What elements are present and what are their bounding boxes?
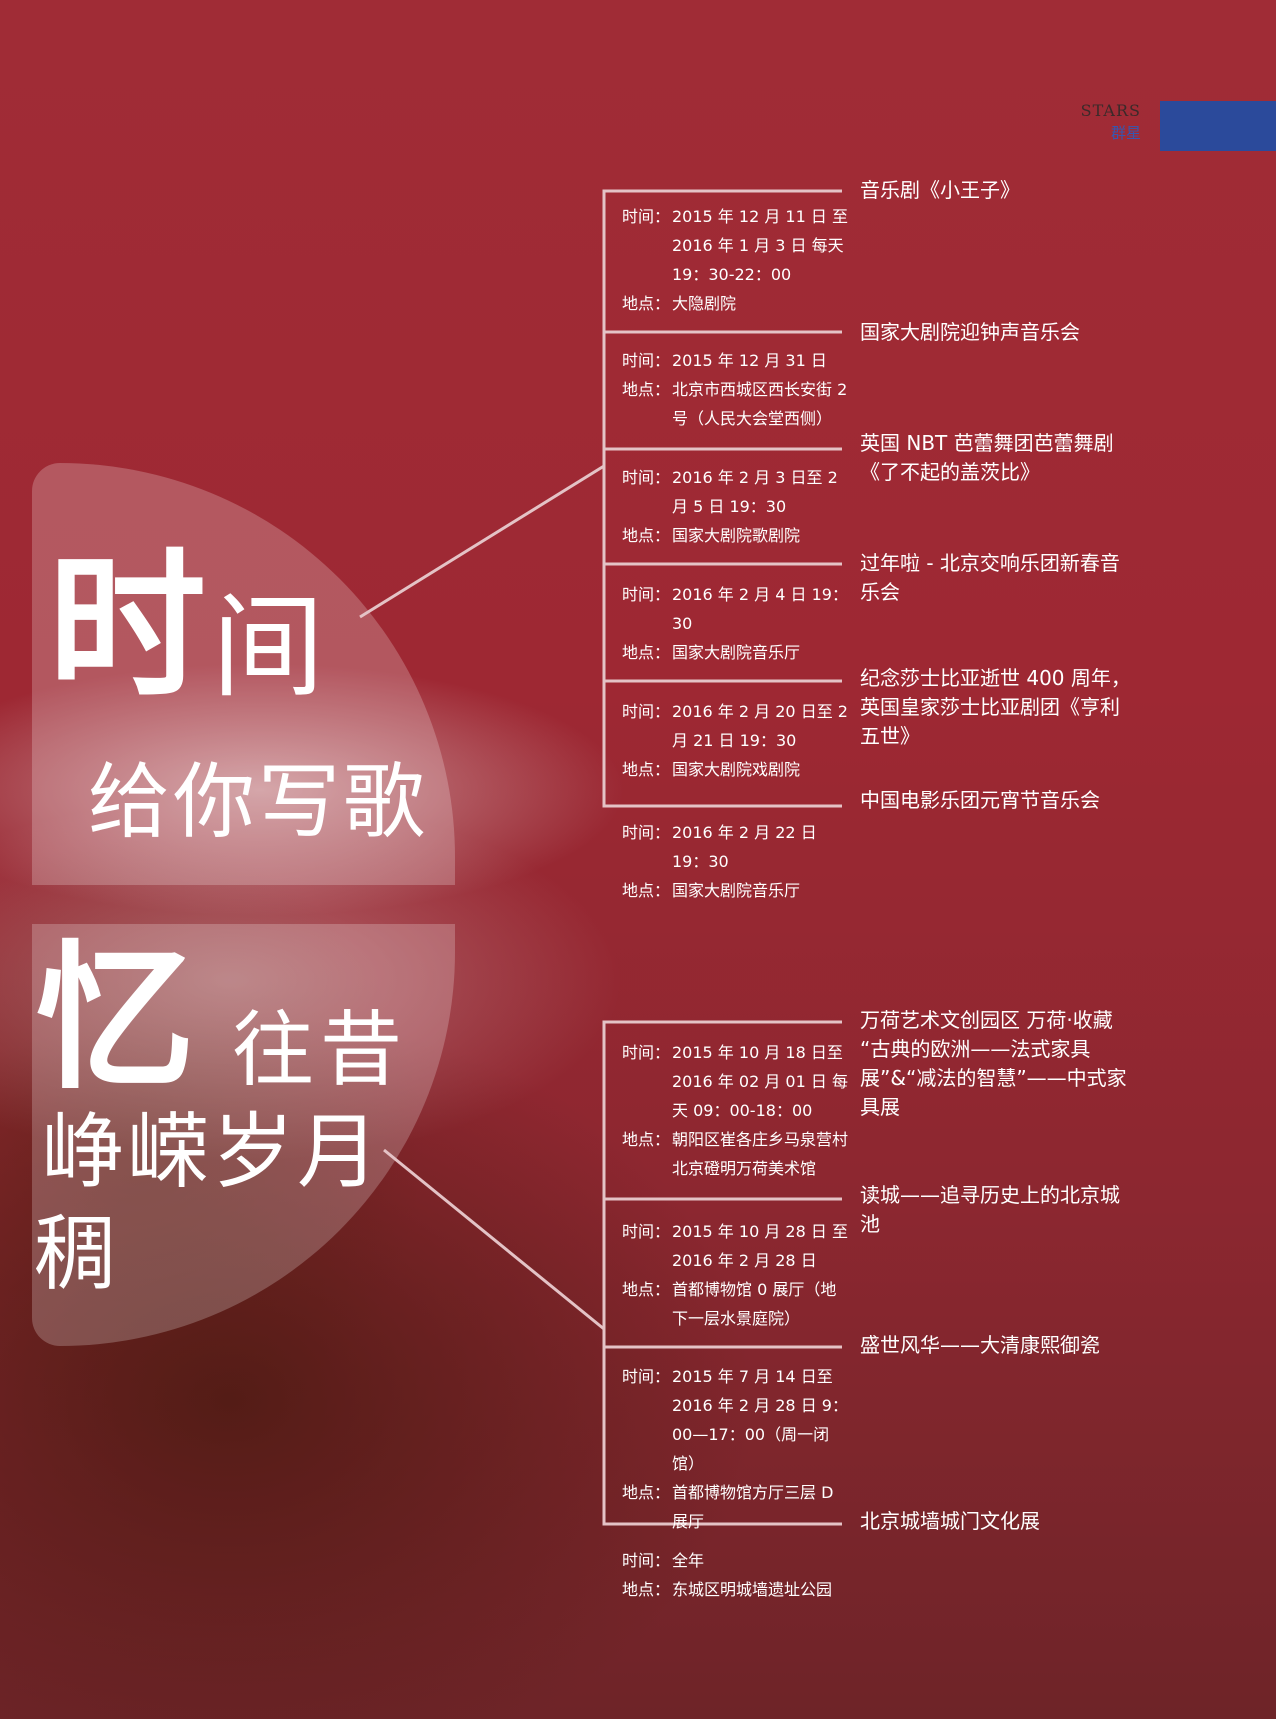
place-label: 地点： xyxy=(622,380,671,399)
event-detail: 时间： 2016 年 2 月 4 日 19：30 地点： 国家大剧院音乐厅 xyxy=(622,580,852,667)
event-time: 全年 xyxy=(672,1551,705,1570)
hero-bottom-char-med: 往昔 xyxy=(232,1003,409,1098)
time-label: 时间： xyxy=(622,1222,671,1241)
event-detail: 时间： 2015 年 10 月 28 日 至 2016 年 2 月 28 日 地点… xyxy=(622,1217,852,1333)
place-label: 地点： xyxy=(622,760,671,779)
place-label: 地点： xyxy=(622,1580,671,1599)
event-place: 大隐剧院 xyxy=(672,294,737,313)
place-label: 地点： xyxy=(622,1130,671,1149)
time-label: 时间： xyxy=(622,823,671,842)
place-label: 地点： xyxy=(622,643,671,662)
accent-bar xyxy=(1160,101,1276,151)
section-tag-en: STARS xyxy=(1080,101,1141,120)
event-place: 国家大剧院音乐厅 xyxy=(672,643,801,662)
time-label: 时间： xyxy=(622,1551,671,1570)
hero-top-char-med: 间 xyxy=(212,583,324,713)
place-label: 地点： xyxy=(622,294,671,313)
event-title: 盛世风华——大清康熙御瓷 xyxy=(860,1333,1100,1357)
event-time: 2015 年 12 月 11 日 至 2016 年 1 月 3 日 每天 19：… xyxy=(672,207,848,284)
event-time: 2015 年 10 月 28 日 至 2016 年 2 月 28 日 xyxy=(672,1222,848,1270)
event-title: 纪念莎士比亚逝世 400 周年，英国皇家莎士比亚剧团《亨利五世》 xyxy=(860,666,1131,748)
event-detail: 时间： 2015 年 7 月 14 日至 2016 年 2 月 28 日 9：00… xyxy=(622,1362,852,1536)
hero-top-char-big: 时 xyxy=(48,534,206,719)
event-title: 音乐剧《小王子》 xyxy=(860,178,1020,202)
bracket-top xyxy=(602,189,842,808)
event-title: 读城——追寻历史上的北京城池 xyxy=(860,1183,1120,1236)
event-place: 国家大剧院音乐厅 xyxy=(672,881,801,900)
bracket-bottom xyxy=(602,1020,842,1526)
hero-top-subtitle: 给你写歌 xyxy=(88,755,429,850)
event-detail: 时间： 2016 年 2 月 3 日至 2 月 5 日 19：30 地点： 国家大剧… xyxy=(622,463,852,550)
event-title: 北京城墙城门文化展 xyxy=(860,1509,1040,1533)
time-label: 时间： xyxy=(622,585,671,604)
event-title: 万荷艺术文创园区 万荷·收藏 “古典的欧洲——法式家具展”&“减法的智慧”——中… xyxy=(860,1008,1127,1119)
event-place: 东城区明城墙遗址公园 xyxy=(672,1580,833,1599)
event-detail: 时间： 2015 年 10 月 18 日至 2016 年 02 月 01 日 每天… xyxy=(622,1038,852,1183)
place-label: 地点： xyxy=(622,881,671,900)
section-tag-cn: 群星 xyxy=(1110,124,1141,142)
event-title: 中国电影乐团元宵节音乐会 xyxy=(860,788,1100,812)
time-label: 时间： xyxy=(622,351,671,370)
event-detail: 时间： 2015 年 12 月 11 日 至 2016 年 1 月 3 日 每天 … xyxy=(622,202,852,318)
connector-line-top xyxy=(359,464,605,619)
event-time: 2016 年 2 月 4 日 19：30 xyxy=(672,585,848,633)
time-label: 时间： xyxy=(622,1367,671,1386)
event-detail: 时间： 2016 年 2 月 20 日至 2 月 21 日 19：30 地点： 国家… xyxy=(622,697,852,784)
event-time: 2015 年 10 月 18 日至 2016 年 02 月 01 日 每天 09… xyxy=(672,1043,848,1120)
place-label: 地点： xyxy=(622,526,671,545)
event-place: 朝阳区崔各庄乡马泉营村北京磴明万荷美术馆 xyxy=(672,1130,849,1178)
time-label: 时间： xyxy=(622,468,671,487)
event-time: 2016 年 2 月 3 日至 2 月 5 日 19：30 xyxy=(672,468,838,516)
section-tag: STARS 群星 xyxy=(1081,100,1141,144)
event-place: 首都博物馆方厅三层 D 展厅 xyxy=(672,1483,834,1531)
event-time: 2016 年 2 月 22 日 19：30 xyxy=(672,823,817,871)
event-detail: 时间： 全年 地点： 东城区明城墙遗址公园 xyxy=(622,1546,852,1604)
connector-line-bottom xyxy=(383,1148,605,1331)
place-label: 地点： xyxy=(622,1483,671,1502)
event-time: 2015 年 7 月 14 日至 2016 年 2 月 28 日 9：00—17… xyxy=(672,1367,848,1473)
event-place: 国家大剧院歌剧院 xyxy=(672,526,801,545)
time-label: 时间： xyxy=(622,1043,671,1062)
event-place: 北京市西城区西长安街 2 号（人民大会堂西侧） xyxy=(672,380,848,428)
event-place: 国家大剧院戏剧院 xyxy=(672,760,801,779)
event-time: 2016 年 2 月 20 日至 2 月 21 日 19：30 xyxy=(672,702,848,750)
hero-bottom-line2: 峥嵘岁月 xyxy=(42,1105,383,1200)
hero-bottom-char-big: 忆 xyxy=(36,926,194,1111)
event-title: 英国 NBT 芭蕾舞团芭蕾舞剧《了不起的盖茨比》 xyxy=(860,431,1114,484)
event-title: 国家大剧院迎钟声音乐会 xyxy=(860,320,1080,344)
time-label: 时间： xyxy=(622,702,671,721)
event-detail: 时间： 2015 年 12 月 31 日 地点： 北京市西城区西长安街 2 号（人民… xyxy=(622,346,852,433)
time-label: 时间： xyxy=(622,207,671,226)
event-place: 首都博物馆 0 展厅（地下一层水景庭院） xyxy=(672,1280,837,1328)
event-title: 过年啦 - 北京交响乐团新春音乐会 xyxy=(860,551,1120,604)
event-detail: 时间： 2016 年 2 月 22 日 19：30 地点： 国家大剧院音乐厅 xyxy=(622,818,852,905)
place-label: 地点： xyxy=(622,1280,671,1299)
event-time: 2015 年 12 月 31 日 xyxy=(672,351,827,370)
hero-bottom-line3: 稠 xyxy=(34,1207,117,1302)
